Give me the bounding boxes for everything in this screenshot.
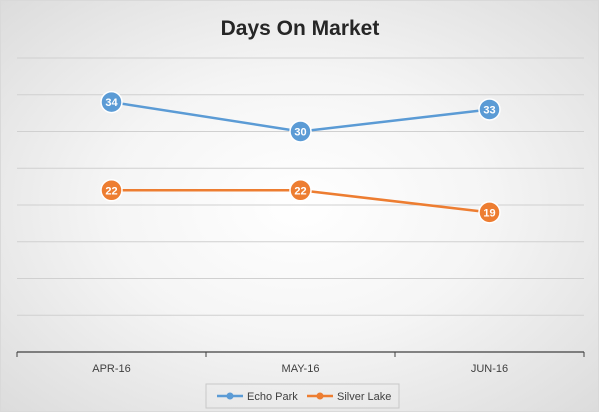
x-tick-label: MAY-16 bbox=[282, 363, 320, 375]
data-point bbox=[478, 201, 501, 224]
legend-box bbox=[205, 383, 400, 409]
legend-label: Echo Park bbox=[247, 391, 298, 403]
x-tick-label: JUN-16 bbox=[471, 363, 508, 375]
legend-marker bbox=[226, 392, 234, 400]
data-label: 22 bbox=[294, 185, 306, 197]
data-point bbox=[289, 179, 312, 202]
data-point bbox=[100, 90, 123, 114]
x-tick-label: APR-16 bbox=[92, 363, 131, 375]
legend-marker bbox=[316, 392, 324, 400]
chart-title: Days On Market bbox=[221, 17, 380, 40]
series-lines: 34 30 33 22 22 19 bbox=[100, 90, 501, 224]
data-label: 33 bbox=[483, 104, 495, 116]
data-point bbox=[478, 98, 501, 121]
legend: Echo Park Silver Lake bbox=[205, 383, 400, 409]
data-point bbox=[100, 179, 123, 202]
legend-label: Silver Lake bbox=[337, 391, 391, 403]
data-label: 30 bbox=[294, 127, 306, 139]
data-label: 19 bbox=[483, 207, 495, 219]
data-point bbox=[289, 120, 312, 143]
data-label: 22 bbox=[105, 185, 117, 197]
data-label: 34 bbox=[105, 97, 118, 109]
x-axis: APR-16 MAY-16 JUN-16 bbox=[16, 351, 585, 375]
